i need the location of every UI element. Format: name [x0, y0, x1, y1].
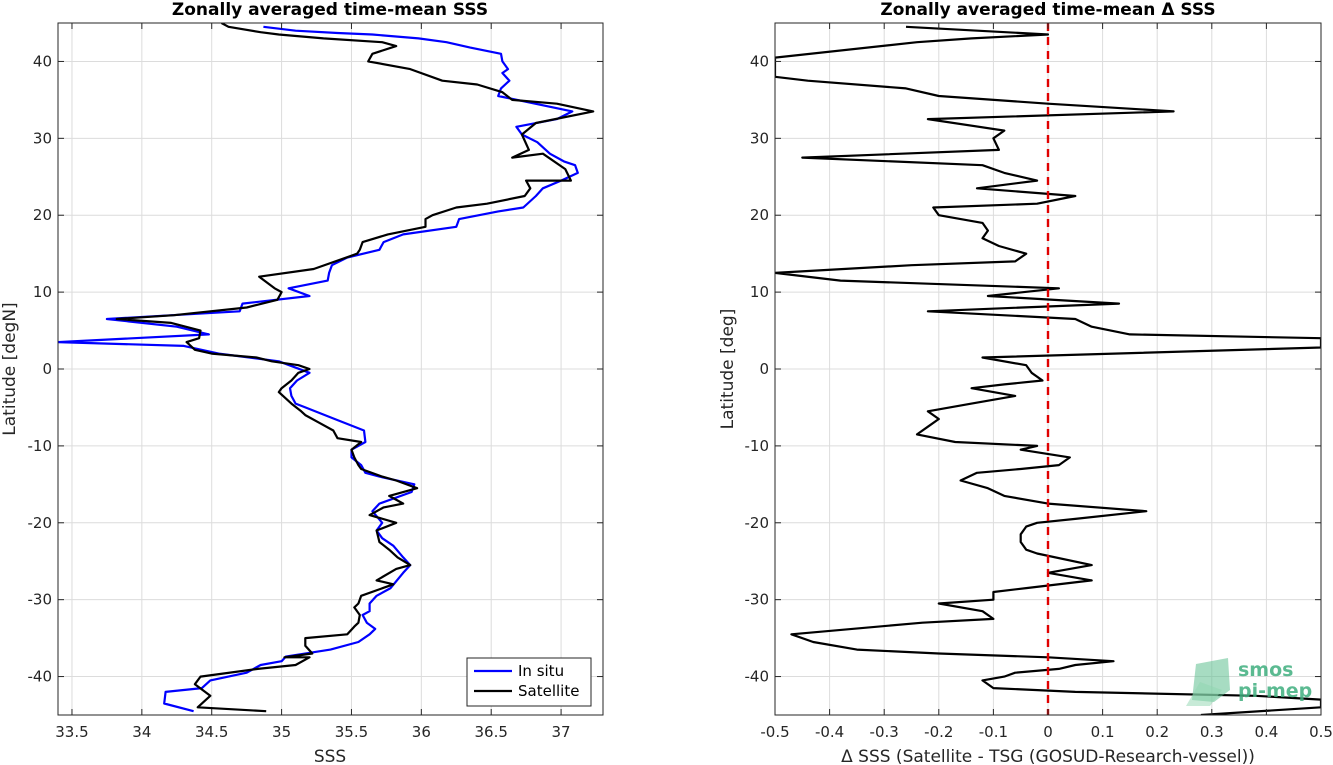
sss-x-tick-label: 33.5 — [55, 723, 88, 741]
delta-x-tick-label: 0.1 — [1091, 723, 1115, 741]
delta-y-tick-label: 0 — [759, 360, 769, 378]
delta-y-tick-label: -40 — [745, 668, 770, 686]
delta-y-tick-label: 30 — [750, 129, 769, 147]
legend: In situ Satellite — [466, 657, 592, 707]
delta-x-tick-label: 0.5 — [1309, 723, 1333, 741]
delta-y-tick-label: 20 — [750, 206, 769, 224]
delta-y-tick-label: 40 — [750, 52, 769, 70]
sss-panel: Zonally averaged time-mean SSS 33.5 34 34.… — [0, 0, 604, 765]
delta-y-axis-label: Latitude [deg] — [718, 309, 738, 430]
delta-y-ticks: -40 -30 -20 -10 0 10 20 30 40 — [745, 52, 1321, 686]
delta-x-axis-label: Δ SSS (Satellite - TSG (GOSUD-Research-v… — [841, 747, 1255, 765]
sss-y-ticks: -40 -30 -20 -10 0 10 20 30 40 — [28, 52, 603, 686]
logo-line-1: smos — [1238, 659, 1293, 681]
delta-x-tick-label: 0 — [1043, 723, 1053, 741]
sss-series — [58, 23, 595, 713]
delta-x-tick-label: 0.2 — [1145, 723, 1169, 741]
sss-y-tick-label: 20 — [33, 206, 52, 224]
legend-in-situ-label: In situ — [518, 662, 564, 680]
delta-x-tick-label: -0.3 — [870, 723, 899, 741]
logo-line-2: pi-mep — [1238, 680, 1312, 702]
sss-x-tick-label: 36.5 — [475, 723, 508, 741]
sss-grid — [58, 23, 603, 715]
delta-y-tick-label: -20 — [745, 514, 770, 532]
sss-y-tick-label: -20 — [28, 514, 53, 532]
delta-x-tick-label: 0.4 — [1254, 723, 1278, 741]
sss-chart-title: Zonally averaged time-mean SSS — [172, 0, 488, 20]
smos-pi-mep-logo: smos pi-mep — [1186, 658, 1312, 706]
sss-x-tick-label: 34 — [132, 723, 151, 741]
delta-x-tick-label: -0.2 — [924, 723, 953, 741]
sss-y-tick-label: 10 — [33, 283, 52, 301]
delta-y-tick-label: -30 — [745, 591, 770, 609]
sss-x-tick-label: 36 — [412, 723, 431, 741]
delta-x-tick-label: -0.1 — [979, 723, 1008, 741]
sss-x-tick-label: 35.5 — [335, 723, 368, 741]
delta-sss-panel: Zonally averaged time-mean Δ SSS -0.5 -0.… — [718, 0, 1333, 765]
legend-satellite-label: Satellite — [518, 682, 579, 700]
sss-y-tick-label: 40 — [33, 52, 52, 70]
sss-y-tick-label: -30 — [28, 591, 53, 609]
delta-x-tick-label: -0.4 — [815, 723, 844, 741]
sss-y-tick-label: -10 — [28, 437, 53, 455]
sss-x-axis-label: SSS — [314, 747, 346, 765]
delta-y-tick-label: 10 — [750, 283, 769, 301]
logo-leaf-accent-icon — [1186, 682, 1222, 706]
sss-x-tick-label: 35 — [272, 723, 291, 741]
delta-series — [775, 25, 1321, 715]
delta-x-ticks: -0.5 -0.4 -0.3 -0.2 -0.1 0 0.1 0.2 0.3 0.4 0.5 — [760, 23, 1333, 741]
delta-chart-title: Zonally averaged time-mean Δ SSS — [880, 0, 1215, 20]
sss-y-tick-label: 30 — [33, 129, 52, 147]
satellite-series-line — [115, 23, 595, 713]
sss-y-tick-label: 0 — [42, 360, 52, 378]
sss-x-ticks: 33.5 34 34.5 35 35.5 36 36.5 37 — [55, 23, 571, 741]
sss-x-tick-label: 34.5 — [195, 723, 228, 741]
legend-box — [466, 657, 592, 707]
sss-y-tick-label: -40 — [28, 668, 53, 686]
sss-x-tick-label: 37 — [552, 723, 571, 741]
delta-y-tick-label: -10 — [745, 437, 770, 455]
delta-x-tick-label: -0.5 — [760, 723, 789, 741]
delta-series-line — [775, 25, 1321, 715]
delta-x-tick-label: 0.3 — [1200, 723, 1224, 741]
sss-y-axis-label: Latitude [degN] — [0, 302, 20, 435]
